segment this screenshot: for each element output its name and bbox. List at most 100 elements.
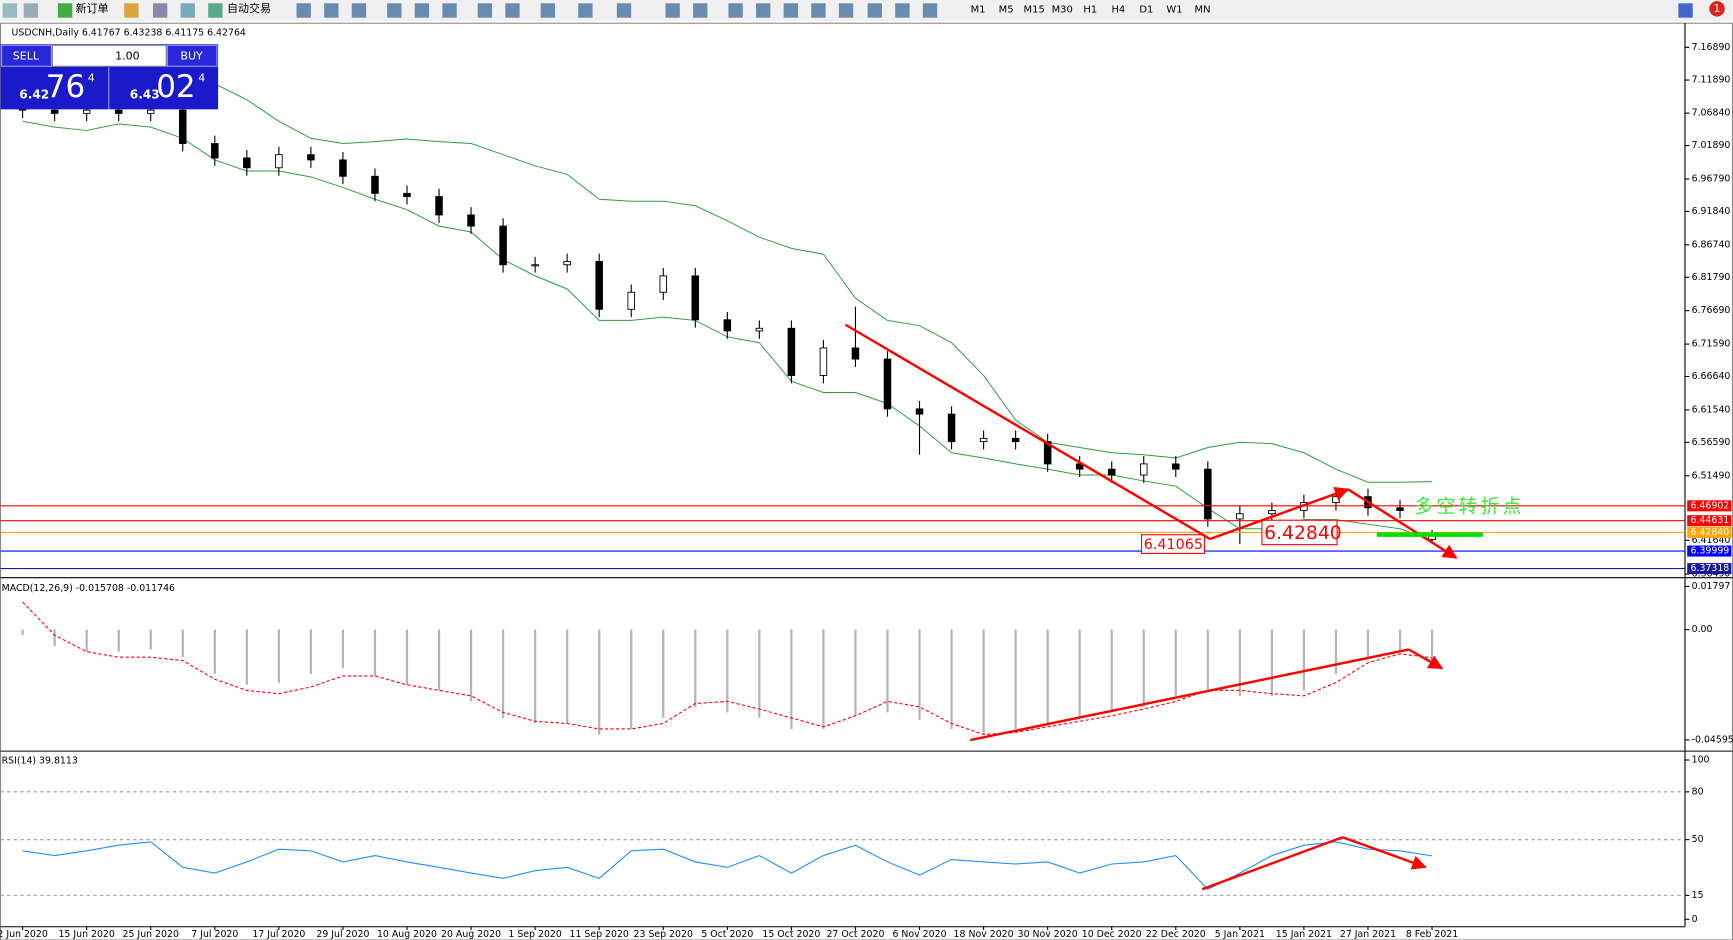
tool-icon[interactable] <box>922 3 938 18</box>
tool-icon[interactable] <box>180 3 195 18</box>
sell-button[interactable] <box>1 44 52 67</box>
tool-icon[interactable] <box>783 3 799 18</box>
envelope-band <box>22 76 1433 483</box>
tool-icon[interactable] <box>867 3 882 18</box>
sell-label[interactable]: SELL <box>13 49 40 62</box>
trend-arrow <box>1342 836 1427 870</box>
price-annotation-box <box>1261 519 1338 546</box>
candle-body <box>915 408 924 415</box>
timeframe-button[interactable]: M30 <box>1052 4 1073 15</box>
tool-icon[interactable] <box>811 3 826 18</box>
candle-body <box>979 437 988 443</box>
tool-icon[interactable] <box>895 3 910 18</box>
tool-icon[interactable] <box>756 3 771 18</box>
tool-icon[interactable] <box>442 3 457 18</box>
candle-body <box>1043 441 1052 465</box>
tool-icon[interactable] <box>477 3 493 18</box>
lots-value[interactable]: 1.00 <box>115 49 140 62</box>
tool-icon[interactable] <box>152 3 168 18</box>
sell-price-sup[interactable]: 4 <box>88 71 95 84</box>
timeframe-button[interactable]: D1 <box>1139 4 1153 15</box>
notification-badge[interactable] <box>1709 1 1725 17</box>
tool-icon[interactable] <box>351 3 367 18</box>
candle-body <box>531 264 539 267</box>
tool-icon[interactable] <box>387 3 402 18</box>
timeframe-button[interactable]: M15 <box>1024 4 1045 15</box>
macd-bar <box>373 629 377 676</box>
toolbar: 新订单 自动交易 M1 M5 M1 <box>0 0 1733 21</box>
timeframe-button[interactable]: H4 <box>1111 4 1125 15</box>
macd-bar <box>534 629 537 724</box>
y-tick-label: 6.66640 <box>1692 371 1731 382</box>
tool-icon[interactable] <box>665 3 680 18</box>
y-tick-label: 0.00 <box>1692 624 1713 635</box>
macd-bar <box>1398 629 1402 652</box>
sell-price-big[interactable]: 76 <box>46 69 85 105</box>
macd-bar <box>85 629 88 652</box>
macd-bar <box>1430 629 1434 668</box>
rsi-title: RSI(14) 39.8113 <box>2 756 78 767</box>
candle-body <box>1332 496 1340 504</box>
candle-body <box>851 347 860 360</box>
macd-bar <box>918 629 921 721</box>
candle-body <box>787 327 796 376</box>
macd-bar <box>1174 629 1177 696</box>
x-tick-label: 27 Oct 2020 <box>826 929 884 940</box>
tool-icon[interactable] <box>124 3 139 18</box>
timeframe-button[interactable]: M5 <box>999 4 1014 15</box>
timeframe-button[interactable]: MN <box>1195 4 1211 15</box>
buy-label[interactable]: BUY <box>180 49 203 62</box>
tool-icon[interactable] <box>2 3 18 18</box>
new-order-icon[interactable] <box>57 3 73 18</box>
buy-button[interactable] <box>166 44 218 67</box>
tool-icon[interactable] <box>578 3 593 18</box>
y-tick-label: 6.76690 <box>1692 305 1731 316</box>
timeframe-button[interactable]: H1 <box>1083 4 1097 15</box>
macd-bar <box>469 629 473 702</box>
tool-icon[interactable] <box>616 3 632 18</box>
buy-price-sup[interactable]: 4 <box>198 71 205 84</box>
macd-bar <box>501 629 505 718</box>
candle-body <box>1236 513 1244 520</box>
buy-price-prefix[interactable]: 6.43 <box>130 87 160 101</box>
lots-field[interactable] <box>51 44 167 67</box>
price-line-label: 6.46902 <box>1691 500 1730 511</box>
price-line-tag <box>1687 545 1732 557</box>
tool-icon[interactable] <box>728 3 743 18</box>
macd-bar <box>630 629 633 729</box>
sell-price-prefix[interactable]: 6.42 <box>19 87 49 101</box>
macd-title: MACD(12,26,9) -0.015708 -0.011746 <box>2 583 175 594</box>
x-tick-label: 18 Nov 2020 <box>954 929 1014 940</box>
tool-icon[interactable] <box>23 3 39 18</box>
x-tick-label: 6 Nov 2020 <box>892 929 946 940</box>
timeframe-button[interactable]: W1 <box>1166 4 1182 15</box>
tool-icon[interactable] <box>540 3 556 18</box>
tool-icon[interactable] <box>693 3 708 18</box>
auto-trading-button[interactable]: 自动交易 <box>227 1 271 15</box>
x-tick-label: 10 Aug 2020 <box>377 929 437 940</box>
tool-icon[interactable] <box>838 3 854 18</box>
timeframe-button[interactable]: M1 <box>971 4 986 15</box>
price-line-tag <box>1687 563 1732 575</box>
macd-bar <box>758 629 761 718</box>
buy-price-big[interactable]: 02 <box>156 69 195 105</box>
tool-icon[interactable] <box>505 3 520 18</box>
macd-bar <box>662 629 665 718</box>
toolbar-bg <box>0 0 1733 21</box>
y-tick-label: 6.86740 <box>1692 239 1731 250</box>
new-order-button[interactable]: 新订单 <box>76 1 109 15</box>
y-tick-label: 100 <box>1692 755 1710 766</box>
macd-bar <box>341 629 345 669</box>
macd-bar <box>790 629 793 729</box>
macd-bar <box>277 629 280 683</box>
chart-frame <box>0 22 1733 940</box>
tool-icon[interactable] <box>324 3 339 18</box>
search-icon[interactable] <box>1678 3 1693 18</box>
candle-body <box>755 327 764 332</box>
auto-trading-icon[interactable] <box>208 3 223 18</box>
y-tick-label: 7.11890 <box>1692 75 1731 86</box>
tool-icon[interactable] <box>296 3 311 18</box>
chart-tools <box>296 3 938 18</box>
tool-icon[interactable] <box>414 3 430 18</box>
